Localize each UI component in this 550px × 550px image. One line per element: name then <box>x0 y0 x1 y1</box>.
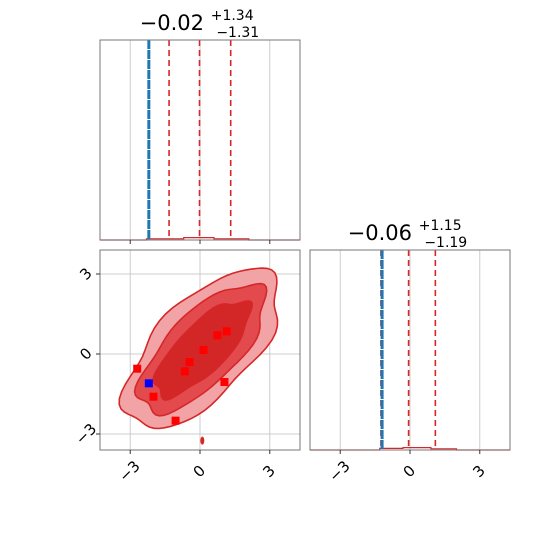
y-tick-label-0: −3 <box>72 420 100 448</box>
sample-marker-7 <box>222 327 231 336</box>
quantile-lines-param-1 <box>168 40 232 240</box>
contour-levels <box>118 267 279 445</box>
marginal-title-param-2: −0.06 +1.15 −1.19 <box>348 211 469 251</box>
joint-panel: −3 0 3 −3 0 3 <box>72 249 301 485</box>
x-tick-label-0: −3 <box>325 457 353 485</box>
x-tick-label-1: 0 <box>400 462 419 481</box>
histogram-step <box>310 447 510 451</box>
sample-markers <box>133 327 231 425</box>
ticks-marginal-param-2: −3 0 3 <box>325 450 489 485</box>
sample-marker-8 <box>220 378 229 386</box>
marginal-minus-param-2: −1.19 <box>424 235 467 251</box>
x-tick-label-2: 3 <box>259 462 278 481</box>
x-tick-label-1: 0 <box>190 462 209 481</box>
marginal-plus-param-2: +1.15 <box>419 218 462 234</box>
marginal-plus-param-1: +1.34 <box>211 8 254 24</box>
histogram-step <box>100 237 300 241</box>
marginal-minus-param-1: −1.31 <box>216 25 259 41</box>
ticks-marginal-param-1 <box>129 240 271 244</box>
marginal-median-param-2: −0.06 <box>348 221 412 245</box>
sample-marker-2 <box>171 416 180 425</box>
y-tick-label-2: 3 <box>76 264 95 283</box>
truth-marker <box>144 379 153 388</box>
sample-marker-5 <box>199 346 208 354</box>
sample-marker-6 <box>213 331 222 340</box>
sample-marker-4 <box>180 367 189 376</box>
marginal-panel-param-1: −0.02 +1.34 −1.31 <box>99 1 301 244</box>
histogram-param-1 <box>100 237 300 241</box>
marginal-title-param-1: −0.02 +1.34 −1.31 <box>140 1 261 41</box>
quantile-lines-param-2 <box>380 250 437 450</box>
sample-marker-3 <box>185 358 194 366</box>
marginal-panel-param-2: −0.06 +1.15 −1.19 −3 0 3 <box>309 211 511 485</box>
contour-tail <box>200 436 205 445</box>
sample-marker-1 <box>149 392 158 401</box>
x-tick-label-2: 3 <box>469 462 488 481</box>
histogram-param-2 <box>310 447 510 451</box>
sample-marker-0 <box>133 364 142 373</box>
y-tick-label-1: 0 <box>76 344 95 363</box>
marginal-median-param-1: −0.02 <box>140 11 204 35</box>
x-tick-label-0: −3 <box>115 457 143 485</box>
grid-marginal-param-2 <box>339 250 481 450</box>
